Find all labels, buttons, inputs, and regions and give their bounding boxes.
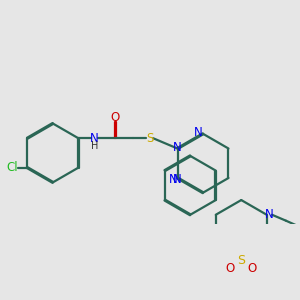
Text: H: H [91,142,98,152]
Text: N: N [173,173,182,186]
Text: O: O [110,111,120,124]
Text: N: N [90,132,99,145]
Text: N: N [169,173,178,186]
Text: N: N [194,126,203,139]
Text: S: S [237,254,245,267]
Text: O: O [225,262,235,275]
Text: N: N [265,208,274,221]
Text: O: O [248,262,257,275]
Text: Cl: Cl [7,161,18,174]
Text: N: N [173,141,182,154]
Text: S: S [146,132,153,145]
